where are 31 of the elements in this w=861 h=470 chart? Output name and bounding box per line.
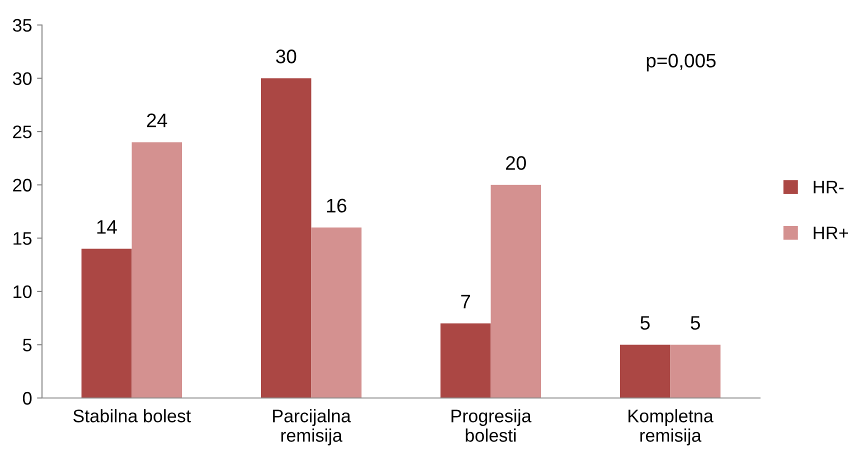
data-label: 7: [461, 294, 470, 308]
data-label: 30: [276, 50, 296, 64]
data-label: 5: [640, 316, 650, 330]
y-tick-label: 5: [22, 338, 32, 352]
bar: [260, 78, 312, 398]
x-tick-label: Progresija bolesti: [452, 409, 532, 442]
legend-label: HR+: [814, 226, 848, 240]
data-label: 5: [690, 316, 700, 330]
y-tick-label: 15: [14, 232, 32, 245]
y-tick-label: 35: [12, 18, 32, 32]
bar: [81, 248, 132, 398]
data-label: 24: [147, 114, 168, 128]
y-tick-label: 30: [12, 72, 32, 86]
annotation: p=0,005: [646, 54, 716, 72]
data-label: 16: [327, 198, 346, 213]
bar: [490, 184, 542, 398]
y-tick-label: 25: [13, 126, 32, 138]
x-tick-label: Stabilna bolest: [73, 409, 191, 422]
x-tick-label: Kompletna remisija: [628, 409, 714, 446]
data-label: 14: [97, 220, 117, 234]
x-tick-label: Parcijalna remisija: [273, 409, 351, 446]
bar: [311, 227, 362, 398]
bar: [440, 323, 491, 398]
legend-label: HR-: [814, 180, 844, 194]
bar: [132, 142, 182, 398]
bar: [670, 344, 721, 398]
data-label: 20: [506, 156, 526, 170]
y-tick-label: 0: [22, 392, 32, 405]
y-tick-label: 10: [14, 285, 32, 298]
bar: [620, 344, 670, 398]
y-tick-label: 20: [13, 178, 32, 192]
